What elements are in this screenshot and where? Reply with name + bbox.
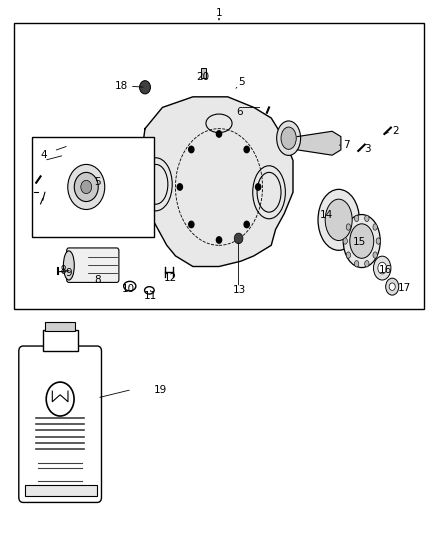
Text: 20: 20 — [196, 72, 209, 82]
Circle shape — [255, 184, 261, 190]
Text: 1: 1 — [215, 8, 223, 18]
Polygon shape — [141, 97, 293, 266]
Ellipse shape — [81, 180, 92, 193]
Text: 11: 11 — [144, 290, 157, 301]
Circle shape — [244, 221, 249, 228]
Ellipse shape — [386, 278, 399, 295]
Text: 5: 5 — [94, 176, 100, 187]
Ellipse shape — [373, 224, 377, 230]
Ellipse shape — [277, 121, 300, 156]
Ellipse shape — [68, 165, 105, 209]
Circle shape — [234, 233, 243, 244]
Ellipse shape — [140, 80, 150, 94]
Circle shape — [189, 146, 194, 152]
Bar — [45, 321, 75, 331]
Circle shape — [216, 131, 222, 137]
Ellipse shape — [325, 199, 352, 240]
Circle shape — [216, 237, 222, 243]
Text: 17: 17 — [397, 282, 410, 293]
Circle shape — [177, 184, 183, 190]
Text: 10: 10 — [122, 284, 135, 294]
Text: 3: 3 — [364, 144, 370, 154]
Bar — [14, 22, 424, 309]
Text: 12: 12 — [164, 273, 177, 283]
Ellipse shape — [365, 215, 369, 222]
Circle shape — [244, 146, 249, 152]
Text: 15: 15 — [353, 237, 366, 247]
Ellipse shape — [350, 224, 374, 259]
Text: 18: 18 — [114, 81, 128, 91]
Text: 19: 19 — [154, 384, 167, 394]
Ellipse shape — [343, 238, 347, 244]
Text: 5: 5 — [238, 77, 245, 87]
Ellipse shape — [354, 261, 359, 267]
Text: 13: 13 — [233, 285, 247, 295]
Ellipse shape — [318, 189, 359, 251]
Ellipse shape — [376, 238, 381, 244]
Bar — [201, 68, 206, 78]
Ellipse shape — [374, 256, 391, 280]
Ellipse shape — [74, 172, 98, 201]
Ellipse shape — [373, 252, 377, 259]
Ellipse shape — [389, 283, 395, 290]
Ellipse shape — [346, 224, 350, 230]
Ellipse shape — [378, 262, 387, 274]
Ellipse shape — [281, 127, 296, 149]
Text: 14: 14 — [320, 209, 334, 220]
Bar — [32, 136, 154, 237]
Text: 7: 7 — [343, 140, 350, 150]
Text: 4: 4 — [41, 150, 47, 160]
Text: 16: 16 — [378, 265, 392, 275]
Text: 6: 6 — [237, 107, 243, 117]
FancyBboxPatch shape — [67, 248, 119, 282]
Ellipse shape — [365, 261, 369, 267]
Ellipse shape — [64, 251, 74, 280]
Text: 2: 2 — [392, 126, 399, 136]
Ellipse shape — [354, 215, 359, 222]
Bar — [25, 485, 97, 496]
Text: 8: 8 — [95, 274, 101, 285]
Ellipse shape — [343, 215, 380, 268]
Ellipse shape — [346, 252, 350, 259]
Bar — [43, 330, 78, 351]
Circle shape — [189, 221, 194, 228]
Text: 9: 9 — [66, 268, 72, 278]
FancyBboxPatch shape — [19, 346, 102, 503]
Polygon shape — [297, 131, 341, 155]
